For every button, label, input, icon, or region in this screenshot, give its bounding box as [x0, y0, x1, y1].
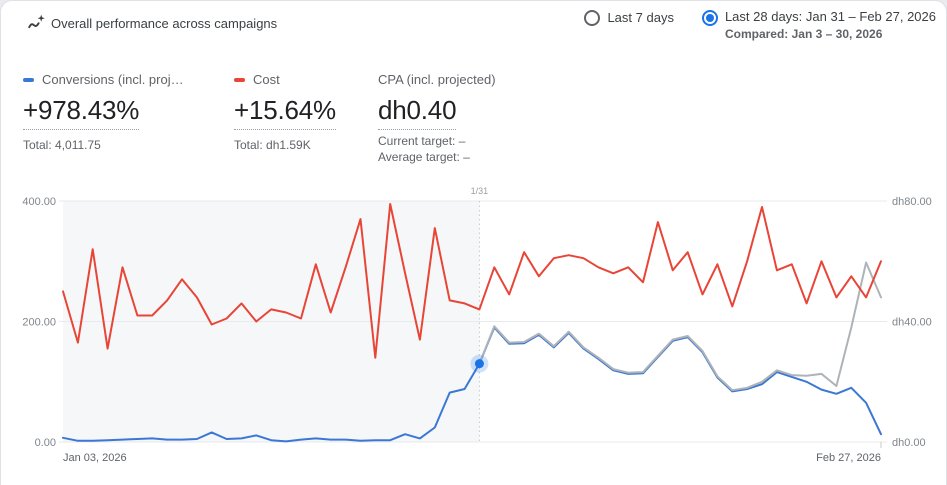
average-target: Average target: – [378, 150, 470, 164]
date-range-last-7-days[interactable]: Last 7 days [584, 8, 674, 28]
metric-value: dh0.40 [378, 95, 457, 130]
x-axis-date-label: Feb 27, 2026 [816, 452, 881, 464]
date-range-label[interactable]: Last 7 days [607, 10, 674, 25]
conversions-projected-line [478, 261, 882, 392]
page-title: Overall performance across campaigns [51, 16, 278, 31]
date-range-selector: Last 7 days Last 28 days: Jan 31 – Feb 2… [584, 8, 936, 42]
metric-total: Total: dh1.59K [234, 138, 311, 152]
conversions-legend-marker-icon [23, 77, 34, 82]
metric-label: CPA (incl. projected) [378, 72, 496, 87]
right-axis-tick-label: dh40.00 [892, 317, 932, 329]
date-range-label[interactable]: Last 28 days: Jan 31 – Feb 27, 2026 [724, 9, 936, 24]
compared-range-label: Compared: Jan 3 – 30, 2026 [724, 27, 883, 41]
metric-cpa[interactable]: CPA (incl. projected) dh0.40 Current tar… [378, 71, 496, 165]
metric-conversions[interactable]: Conversions (incl. proj… +978.43% Total:… [23, 71, 184, 152]
performance-chart[interactable]: 400.00 dh80.00 200.00 dh40.00 0.00 dh0.00 1/31… [1, 186, 947, 485]
left-axis-tick-label: 400.00 [22, 196, 56, 208]
metric-summary-row: Conversions (incl. proj… +978.43% Total:… [1, 71, 947, 171]
metric-total: Total: 4,011.75 [23, 138, 101, 152]
left-axis-tick-label: 0.00 [35, 437, 56, 449]
right-axis-tick-label: dh80.00 [892, 196, 932, 208]
date-range-last-28-days[interactable]: Last 28 days: Jan 31 – Feb 27, 2026 Comp… [701, 8, 936, 42]
metric-label: Cost [253, 72, 280, 87]
left-axis-tick-label: 200.00 [22, 317, 56, 329]
metric-cost[interactable]: Cost +15.64% Total: dh1.59K [234, 71, 336, 152]
trending-up-icon [27, 13, 46, 32]
metric-label: Conversions (incl. proj… [42, 72, 184, 87]
current-target: Current target: – [378, 134, 466, 148]
right-axis-tick-label: dh0.00 [892, 437, 926, 449]
conversions-line [62, 326, 882, 443]
period-divider-label: 1/31 [471, 186, 489, 196]
metric-value: +978.43% [23, 95, 139, 130]
metric-value: +15.64% [234, 95, 336, 130]
x-axis-date-label: Jan 03, 2026 [63, 452, 127, 464]
radio-unselected-icon[interactable] [584, 10, 601, 26]
cost-line [62, 203, 882, 359]
radio-selected-icon[interactable] [701, 10, 718, 26]
today-marker-dot[interactable] [474, 359, 484, 369]
cost-legend-marker-icon [234, 77, 245, 82]
